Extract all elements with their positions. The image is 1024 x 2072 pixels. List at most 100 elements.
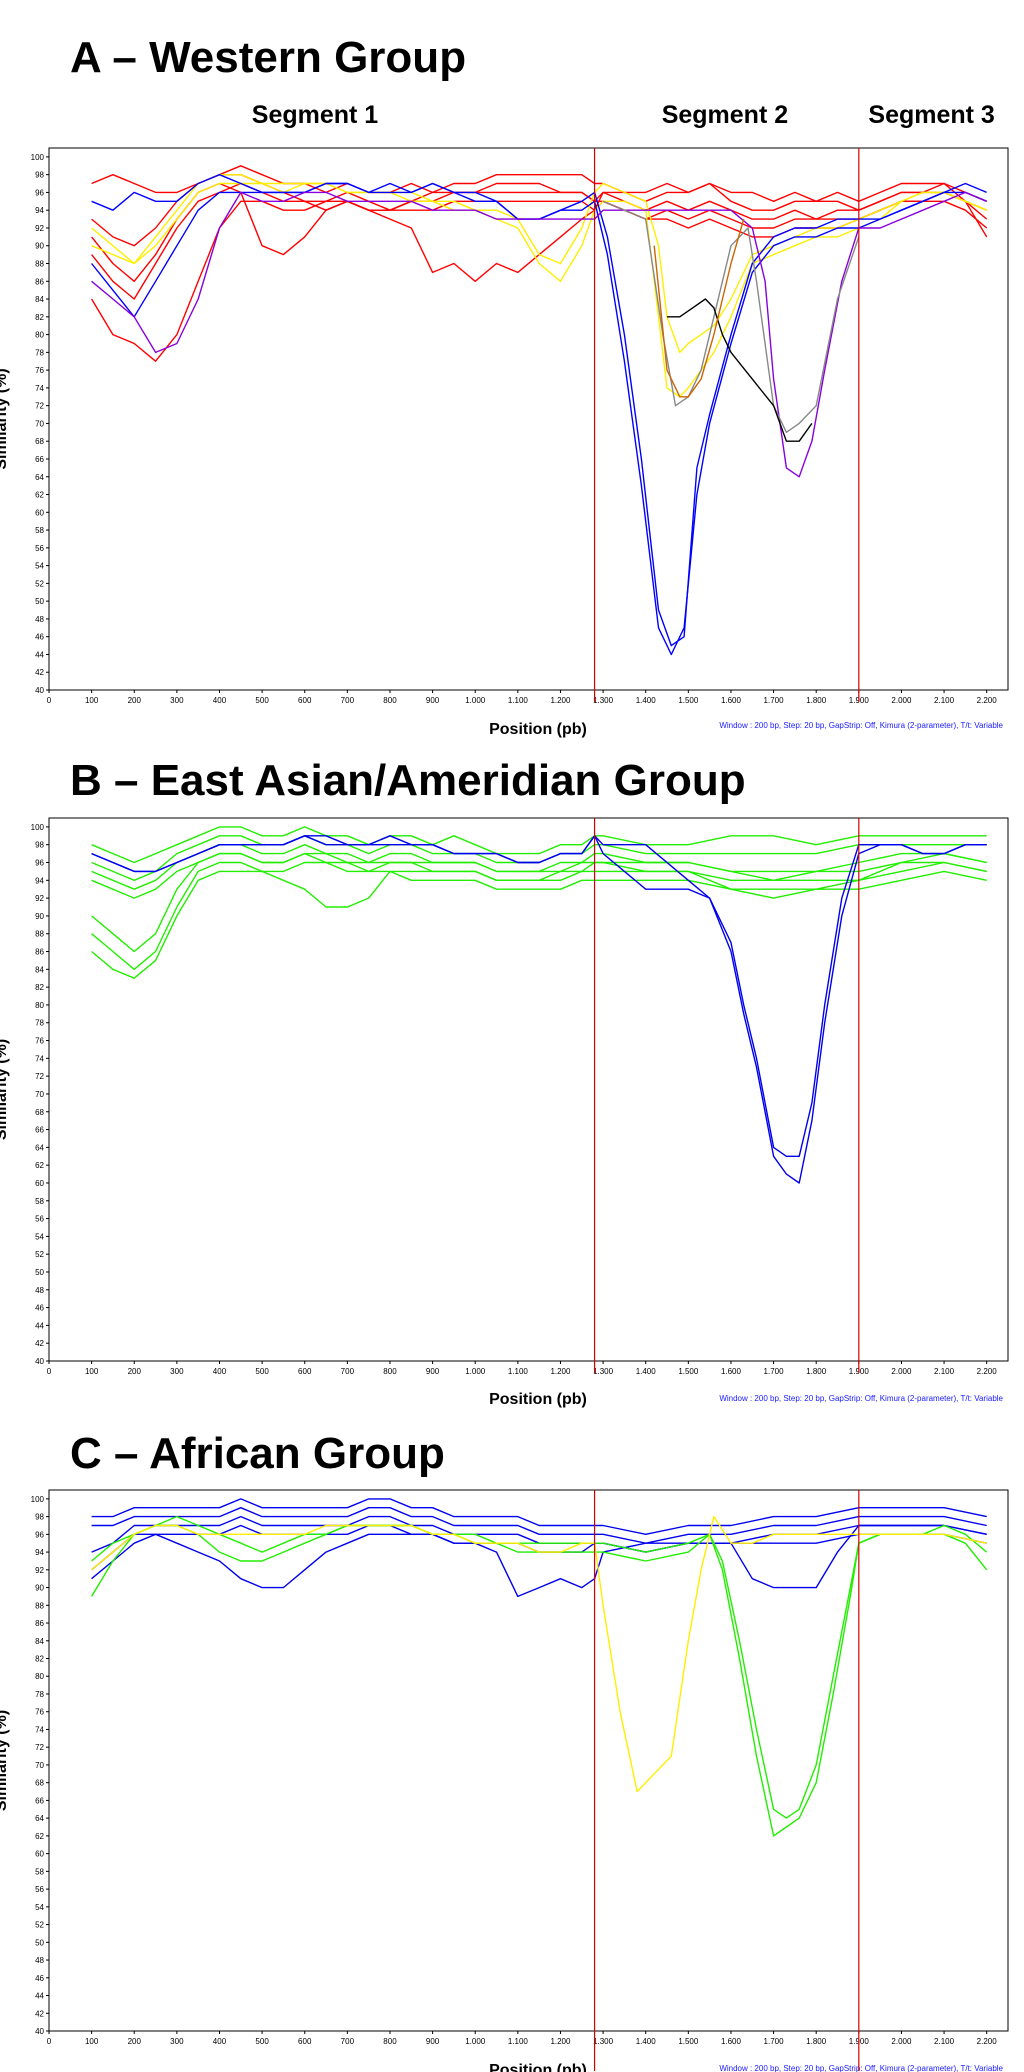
x-tick-label: 1.500: [678, 696, 699, 705]
y-tick-label: 56: [35, 544, 44, 553]
panel-b: B – East Asian/Ameridian Group 40 42 44 46 48…: [0, 756, 1009, 1408]
y-tick-label: 70: [35, 419, 44, 428]
x-tick-label: 1.100: [508, 2037, 529, 2046]
y-tick-label: 98: [35, 171, 44, 180]
x-tick-label: 2.200: [977, 696, 998, 705]
x-tick-label: 2.200: [977, 1367, 998, 1376]
x-tick-label: 600: [298, 1367, 312, 1376]
x-tick-label: 1.800: [806, 2037, 827, 2046]
x-tick-label: 2.000: [891, 1367, 912, 1376]
y-tick-label: 46: [35, 633, 44, 642]
series-line-6: [91, 173, 987, 354]
y-tick-label: 50: [35, 597, 44, 606]
y-tick-label: 78: [35, 348, 44, 357]
y-tick-label: 40: [35, 1357, 44, 1366]
x-tick-label: 2.000: [891, 696, 912, 705]
y-tick-label: 100: [31, 823, 45, 832]
series-line-7: [91, 1515, 988, 1837]
y-tick-label: 94: [35, 876, 44, 885]
y-tick-label: 82: [35, 313, 44, 322]
x-axis-title: Position (pb): [489, 1391, 587, 1408]
series-line-13: [653, 218, 745, 398]
settings-footnote: Window : 200 bp, Step: 20 bp, GapStrip: …: [719, 2064, 1003, 2072]
y-tick-label: 58: [35, 1197, 44, 1206]
x-axis-title: Position (pb): [489, 2062, 587, 2072]
y-tick-label: 56: [35, 1215, 44, 1224]
panel-title: B – East Asian/Ameridian Group: [70, 756, 746, 805]
y-tick-label: 100: [31, 153, 45, 162]
y-tick-label: 98: [35, 1513, 44, 1522]
y-tick-label: 88: [35, 1601, 44, 1610]
x-tick-label: 1.200: [550, 696, 571, 705]
y-tick-label: 80: [35, 1672, 44, 1681]
x-tick-label: 200: [128, 696, 142, 705]
y-tick-label: 42: [35, 2009, 44, 2018]
x-tick-label: 400: [213, 2037, 227, 2046]
x-tick-label: 100: [85, 1367, 99, 1376]
y-tick-label: 48: [35, 1286, 44, 1295]
series-line-2: [91, 173, 987, 247]
panel-a: A – Western Group Segment 1 Segment 2 Segme…: [0, 33, 1009, 738]
y-tick-label: 74: [35, 1054, 44, 1063]
series-line-9: [91, 835, 987, 1158]
x-tick-label: 300: [170, 1367, 184, 1376]
y-tick-label: 62: [35, 491, 44, 500]
series-line-5: [91, 182, 988, 282]
y-tick-label: 66: [35, 455, 44, 464]
y-tick-label: 74: [35, 1725, 44, 1734]
y-tick-label: 72: [35, 1743, 44, 1752]
y-tick-label: 52: [35, 1921, 44, 1930]
y-tick-label: 70: [35, 1761, 44, 1770]
x-tick-label: 1.600: [721, 2037, 742, 2046]
x-tick-label: 800: [383, 1367, 397, 1376]
series-line-4: [91, 1524, 987, 1571]
series-line-7: [91, 182, 987, 398]
x-tick-label: 1.300: [593, 1367, 614, 1376]
y-tick-label: 40: [35, 2027, 44, 2036]
y-axis-title: Similarity (%): [0, 1710, 10, 1811]
y-tick-label: 68: [35, 1108, 44, 1117]
y-tick-label: 94: [35, 206, 44, 215]
segment-label-3: Segment 3: [868, 101, 994, 129]
x-tick-label: 1.000: [465, 1367, 486, 1376]
x-tick-label: 1.700: [764, 696, 785, 705]
series-line-7: [91, 870, 987, 979]
x-tick-label: 0: [47, 1367, 52, 1376]
y-tick-label: 86: [35, 277, 44, 286]
y-tick-label: 72: [35, 402, 44, 411]
x-tick-label: 1.100: [508, 696, 529, 705]
y-tick-label: 84: [35, 1637, 44, 1646]
x-tick-label: 300: [170, 2037, 184, 2046]
y-tick-label: 88: [35, 930, 44, 939]
x-tick-label: 500: [255, 696, 269, 705]
series-line-1: [91, 1498, 987, 1536]
segment-label-2: Segment 2: [662, 101, 788, 129]
x-tick-label: 0: [47, 696, 52, 705]
x-tick-label: 1.400: [636, 696, 657, 705]
y-tick-label: 44: [35, 1321, 44, 1330]
y-tick-label: 96: [35, 1530, 44, 1539]
y-tick-label: 84: [35, 295, 44, 304]
y-tick-label: 90: [35, 242, 44, 251]
y-tick-label: 46: [35, 1974, 44, 1983]
y-tick-label: 54: [35, 562, 44, 571]
y-tick-label: 52: [35, 579, 44, 588]
series-line-9: [91, 182, 987, 656]
y-tick-label: 56: [35, 1885, 44, 1894]
y-axis-title: Similarity (%): [0, 368, 10, 469]
x-tick-label: 900: [426, 2037, 440, 2046]
x-tick-label: 700: [341, 696, 355, 705]
x-tick-label: 1.600: [721, 1367, 742, 1376]
y-tick-label: 66: [35, 1796, 44, 1805]
series-line-1: [91, 165, 987, 203]
y-tick-label: 42: [35, 668, 44, 677]
x-tick-label: 700: [341, 2037, 355, 2046]
y-tick-label: 80: [35, 331, 44, 340]
x-tick-label: 1.000: [465, 2037, 486, 2046]
y-tick-label: 66: [35, 1126, 44, 1135]
x-tick-label: 2.100: [934, 1367, 955, 1376]
series-line-11: [602, 200, 860, 433]
x-tick-label: 1.800: [806, 1367, 827, 1376]
settings-footnote: Window : 200 bp, Step: 20 bp, GapStrip: …: [719, 1394, 1003, 1403]
y-tick-label: 72: [35, 1072, 44, 1081]
